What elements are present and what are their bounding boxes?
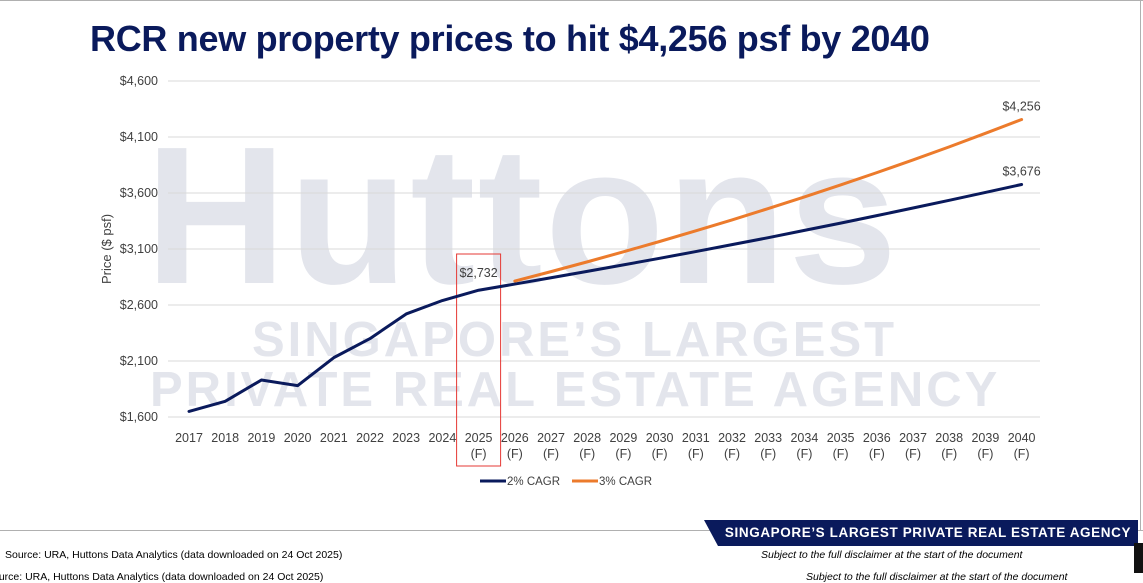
x-tick-sublabel-2026: (F) — [507, 447, 523, 461]
x-tick-label-2026: 2026 — [501, 431, 529, 445]
agency-banner: SINGAPORE’S LARGEST PRIVATE REAL ESTATE … — [718, 520, 1138, 546]
x-axis-ticks: 2017 2018 2019 2020 2021 2022 2023 2024 2025 (F) 2… — [175, 431, 1035, 461]
corner-mark — [1134, 543, 1143, 573]
y-tick-label-4600: $4,600 — [120, 74, 158, 88]
source-note-duplicate: ource: URA, Huttons Data Analytics (data… — [0, 571, 324, 583]
annotation-layer: $2,732 $3,676 $4,256 — [459, 100, 1040, 281]
legend-label-two-pct: 2% CAGR — [507, 476, 560, 488]
x-tick-label-2040: 2040 — [1008, 431, 1036, 445]
legend-label-three-pct: 3% CAGR — [599, 476, 652, 488]
y-tick-label-4100: $4,100 — [120, 130, 158, 144]
x-tick-sublabel-2036: (F) — [869, 447, 885, 461]
x-tick-label-2018: 2018 — [211, 431, 239, 445]
source-note: Source: URA, Huttons Data Analytics (dat… — [5, 549, 343, 561]
y-tick-label-2600: $2,600 — [120, 298, 158, 312]
x-tick-label-2019: 2019 — [247, 431, 275, 445]
x-tick-sublabel-2028: (F) — [579, 447, 595, 461]
x-tick-label-2023: 2023 — [392, 431, 420, 445]
x-tick-label-2022: 2022 — [356, 431, 384, 445]
disclaimer-note-duplicate: Subject to the full disclaimer at the st… — [806, 571, 1068, 583]
x-tick-sublabel-2025: (F) — [471, 447, 487, 461]
agency-banner-text: SINGAPORE’S LARGEST PRIVATE REAL ESTATE … — [724, 525, 1132, 540]
x-tick-sublabel-2030: (F) — [652, 447, 668, 461]
x-tick-label-2032: 2032 — [718, 431, 746, 445]
data-label-4256: $4,256 — [1002, 100, 1040, 114]
page-title: RCR new property prices to hit $4,256 ps… — [90, 18, 930, 59]
x-tick-label-2025: 2025 — [465, 431, 493, 445]
x-tick-sublabel-2040: (F) — [1014, 447, 1030, 461]
series-line-two-pct — [187, 182, 1024, 413]
x-tick-label-2028: 2028 — [573, 431, 601, 445]
right-border — [1140, 0, 1141, 530]
series-line-three-pct — [513, 118, 1024, 283]
disclaimer-note: Subject to the full disclaimer at the st… — [761, 549, 1023, 561]
y-tick-label-3100: $3,100 — [120, 242, 158, 256]
x-tick-sublabel-2038: (F) — [941, 447, 957, 461]
data-label-3676: $3,676 — [1002, 164, 1040, 178]
y-tick-label-3600: $3,600 — [120, 186, 158, 200]
x-tick-label-2021: 2021 — [320, 431, 348, 445]
x-tick-label-2030: 2030 — [646, 431, 674, 445]
x-tick-sublabel-2027: (F) — [543, 447, 559, 461]
x-tick-sublabel-2031: (F) — [688, 447, 704, 461]
banner-notch — [704, 520, 718, 546]
data-label-2732: $2,732 — [459, 266, 497, 280]
x-tick-sublabel-2039: (F) — [977, 447, 993, 461]
highlight-box-2025 — [456, 253, 502, 467]
x-tick-label-2027: 2027 — [537, 431, 565, 445]
x-tick-sublabel-2029: (F) — [615, 447, 631, 461]
y-axis-ticks: $1,600 $2,100 $2,600 $3,100 $3,600 $4,100 $4,6… — [120, 74, 158, 424]
x-tick-label-2017: 2017 — [175, 431, 203, 445]
legend: 2% CAGR 3% CAGR — [480, 476, 652, 488]
x-tick-label-2031: 2031 — [682, 431, 710, 445]
y-tick-label-1600: $1,600 — [120, 410, 158, 424]
x-tick-label-2039: 2039 — [971, 431, 999, 445]
x-tick-sublabel-2035: (F) — [833, 447, 849, 461]
series-layer — [187, 118, 1024, 413]
bottom-divider — [0, 530, 1143, 531]
x-tick-label-2024: 2024 — [428, 431, 456, 445]
x-tick-sublabel-2032: (F) — [724, 447, 740, 461]
y-tick-label-2100: $2,100 — [120, 354, 158, 368]
x-tick-sublabel-2034: (F) — [796, 447, 812, 461]
x-tick-label-2036: 2036 — [863, 431, 891, 445]
x-tick-label-2033: 2033 — [754, 431, 782, 445]
x-tick-sublabel-2033: (F) — [760, 447, 776, 461]
x-tick-label-2029: 2029 — [609, 431, 637, 445]
grid-layer — [168, 80, 1040, 418]
x-tick-label-2034: 2034 — [790, 431, 818, 445]
y-axis-label: Price ($ psf) — [99, 214, 114, 284]
price-line-chart: $1,600 $2,100 $2,600 $3,100 $3,600 $4,100 $4,6… — [99, 74, 1041, 488]
x-tick-label-2035: 2035 — [827, 431, 855, 445]
top-border — [0, 0, 1143, 1]
x-tick-label-2037: 2037 — [899, 431, 927, 445]
x-tick-sublabel-2037: (F) — [905, 447, 921, 461]
x-tick-label-2038: 2038 — [935, 431, 963, 445]
x-tick-label-2020: 2020 — [284, 431, 312, 445]
